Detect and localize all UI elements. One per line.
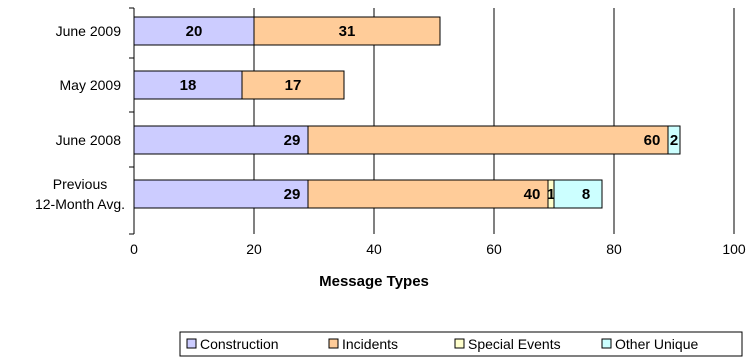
data-label-special-events-3: 1 <box>547 186 555 203</box>
legend: Construction Incidents Special Events Other… <box>179 331 743 357</box>
x-tick-label-3: 60 <box>486 241 502 257</box>
legend-label-incidents: Incidents <box>342 336 398 352</box>
category-labels: June 2009 May 2009 June 2008 Previous 12-Mon… <box>35 23 125 212</box>
legend-label-construction: Construction <box>200 336 279 352</box>
legend-swatch-other-unique <box>601 338 612 349</box>
x-tick-label-1: 20 <box>246 241 262 257</box>
data-label-construction-0: 20 <box>186 23 203 40</box>
axes <box>129 7 135 235</box>
data-label-construction-2: 29 <box>284 132 301 149</box>
data-label-incidents-1: 17 <box>285 77 302 94</box>
x-axis-title: Message Types <box>319 273 429 290</box>
bar-construction-1 <box>133 70 243 100</box>
category-label-0: June 2009 <box>56 23 122 39</box>
data-label-other-unique-3: 8 <box>582 186 590 203</box>
category-label-3: 12-Month Avg. <box>35 196 125 212</box>
bar-construction-0 <box>133 16 255 46</box>
bar-incidents-2 <box>307 125 669 155</box>
data-label-incidents-2: 60 <box>644 132 661 149</box>
legend-swatch-construction <box>186 338 197 349</box>
x-tick-label-5: 100 <box>722 241 746 257</box>
data-label-other-unique-2: 2 <box>670 132 678 149</box>
bar-incidents-1 <box>241 70 345 100</box>
data-label-construction-1: 18 <box>180 77 197 94</box>
data-label-incidents-0: 31 <box>339 23 356 40</box>
x-tick-label-0: 0 <box>130 241 138 257</box>
x-tick-labels: 0 20 40 60 80 100 <box>130 241 746 257</box>
bar-other-unique-3 <box>553 179 603 209</box>
legend-swatch-incidents <box>328 338 339 349</box>
category-label-3: Previous <box>53 176 107 192</box>
data-label-incidents-3: 40 <box>524 186 541 203</box>
category-label-2: June 2008 <box>56 132 122 148</box>
bar-incidents-0 <box>253 16 441 46</box>
bar-construction-2 <box>133 125 309 155</box>
bar-construction-3 <box>133 179 309 209</box>
data-label-construction-3: 29 <box>284 186 301 203</box>
x-tick-label-2: 40 <box>366 241 382 257</box>
bar-incidents-3 <box>307 179 549 209</box>
legend-swatch-special-events <box>454 338 465 349</box>
bar-other-unique-2 <box>667 125 681 155</box>
legend-label-special-events: Special Events <box>468 336 561 352</box>
legend-label-other-unique: Other Unique <box>615 336 698 352</box>
x-tick-label-4: 80 <box>606 241 622 257</box>
category-label-1: May 2009 <box>60 77 122 93</box>
